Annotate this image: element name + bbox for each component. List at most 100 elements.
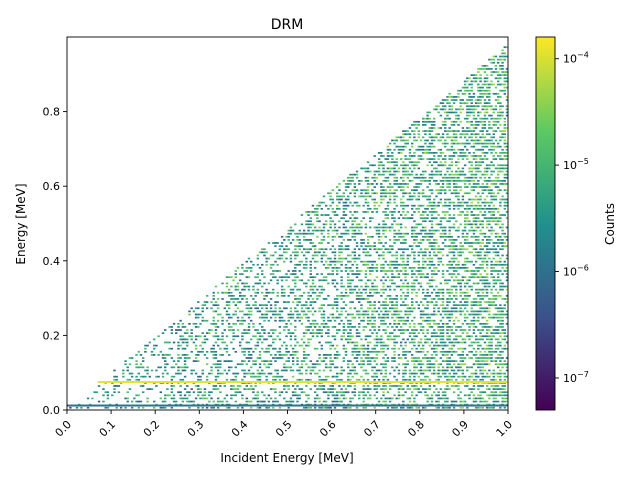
heatmap-cell [459, 307, 462, 310]
heatmap-cell [437, 257, 440, 260]
heatmap-cell [219, 400, 222, 403]
heatmap-cell [190, 400, 193, 403]
heatmap-cell [333, 226, 337, 229]
heatmap-cell [382, 350, 385, 353]
heatmap-cell [410, 307, 414, 310]
heatmap-cell [463, 207, 467, 210]
heatmap-cell [227, 406, 231, 409]
heatmap-cell [444, 176, 447, 179]
heatmap-cell [256, 378, 260, 381]
heatmap-cell [305, 263, 308, 266]
heatmap-cell [404, 322, 407, 325]
heatmap-cell [433, 161, 436, 164]
heatmap-cell [391, 245, 394, 247]
heatmap-cell [437, 164, 440, 167]
heatmap-cell [322, 279, 326, 282]
heatmap-cell [393, 201, 396, 204]
heatmap-cell [388, 397, 392, 400]
heatmap-cell [415, 276, 418, 279]
heatmap-cell [256, 307, 260, 310]
heatmap-cell [459, 245, 462, 247]
heatmap-cell [349, 313, 352, 316]
heatmap-cell [422, 267, 425, 269]
heatmap-cell [463, 357, 467, 359]
heatmap-cell [384, 207, 387, 210]
heatmap-cell [186, 341, 189, 344]
heatmap-cell [371, 267, 374, 269]
heatmap-cell [472, 189, 476, 192]
heatmap-cell [481, 242, 484, 244]
heatmap-cell [294, 263, 297, 266]
heatmap-cell [466, 385, 469, 387]
heatmap-cell [468, 378, 471, 381]
heatmap-cell [413, 363, 416, 366]
heatmap-cell [455, 338, 458, 341]
heatmap-cell [263, 313, 266, 316]
heatmap-cell [404, 204, 407, 207]
heatmap-cell [358, 226, 361, 229]
heatmap-cell [399, 341, 403, 344]
heatmap-cell [428, 145, 432, 148]
heatmap-cell [311, 329, 315, 331]
heatmap-cell [461, 304, 465, 307]
heatmap-cell [457, 369, 460, 372]
heatmap-cell [444, 310, 447, 313]
heatmap-cell [276, 372, 279, 375]
heatmap-cell [393, 329, 396, 331]
heatmap-cell [463, 142, 467, 145]
heatmap-cell [386, 201, 390, 204]
heatmap-cell [274, 313, 277, 316]
heatmap-cell [468, 338, 471, 341]
heatmap-cell [422, 195, 425, 198]
heatmap-cell [360, 375, 363, 378]
heatmap-cell [377, 400, 381, 403]
heatmap-cell [338, 195, 341, 198]
heatmap-cell [170, 357, 174, 359]
heatmap-cell [369, 267, 372, 269]
heatmap-cell [364, 270, 368, 272]
heatmap-cell [331, 207, 335, 210]
heatmap-cell [234, 378, 237, 381]
heatmap-cell [466, 207, 469, 210]
heatmap-cell [135, 360, 138, 362]
heatmap-cell [422, 214, 425, 216]
heatmap-cell [457, 192, 460, 195]
heatmap-cell [203, 335, 207, 338]
heatmap-cell [468, 105, 471, 108]
heatmap-cell [349, 239, 352, 241]
heatmap-cell [371, 245, 374, 247]
heatmap-cell [327, 304, 330, 307]
heatmap-cell [470, 170, 473, 173]
heatmap-cell [296, 397, 299, 400]
heatmap-cell [294, 338, 297, 341]
heatmap-cell [397, 276, 401, 279]
heatmap-cell [364, 260, 368, 263]
heatmap-cell [371, 260, 374, 263]
heatmap-cell [333, 304, 337, 307]
heatmap-cell [441, 326, 445, 328]
heatmap-cell [353, 307, 357, 310]
heatmap-cell [404, 242, 407, 244]
heatmap-cell [254, 307, 257, 310]
heatmap-cell [474, 214, 478, 216]
heatmap-cell [468, 285, 471, 288]
heatmap-cell [406, 142, 409, 145]
heatmap-cell [483, 301, 487, 303]
heatmap-cell [450, 326, 454, 328]
heatmap-cell [448, 294, 451, 297]
heatmap-cell [216, 335, 220, 338]
heatmap-cell [294, 267, 297, 269]
heatmap-cell [309, 301, 312, 303]
heatmap-cell [232, 347, 235, 350]
heatmap-cell [380, 322, 383, 325]
heatmap-cell [234, 276, 237, 279]
heatmap-cell [444, 360, 447, 362]
heatmap-cell [430, 127, 434, 129]
heatmap-cell [424, 211, 427, 213]
heatmap-cell [141, 406, 145, 409]
heatmap-cell [219, 363, 222, 366]
heatmap-cell [441, 347, 445, 350]
heatmap-cell [139, 366, 143, 369]
heatmap-cell [377, 378, 381, 381]
heatmap-cell [393, 189, 396, 192]
